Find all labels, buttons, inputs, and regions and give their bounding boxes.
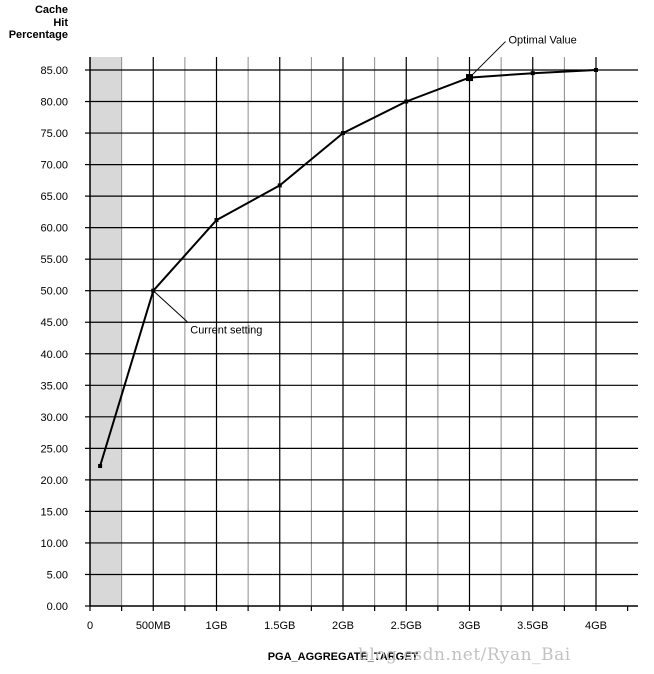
- x-tick-label: 3.5GB: [517, 620, 548, 632]
- x-tick-label: 2.5GB: [391, 620, 422, 632]
- y-tick-label: 55.00: [40, 254, 68, 266]
- annotations: Current setting Optimal Value: [152, 35, 577, 337]
- x-tick-label: 1.5GB: [264, 620, 295, 632]
- optimal-value-label: Optimal Value: [509, 35, 577, 47]
- data-point: [214, 218, 219, 223]
- y-tick-label: 50.00: [40, 286, 68, 298]
- y-tick-label: 15.00: [40, 506, 68, 518]
- x-axis-title: PGA_AGGREGATE_TARGET: [268, 651, 419, 663]
- x-tick-label: 0: [87, 620, 93, 632]
- optimal-value-leader: [469, 41, 506, 78]
- y-tick-label: 30.00: [40, 412, 68, 424]
- y-tick-label: 35.00: [40, 380, 68, 392]
- y-tick-label: 10.00: [40, 538, 68, 550]
- x-tick-label: 4GB: [585, 620, 607, 632]
- x-tick-label: 2GB: [332, 620, 354, 632]
- y-tick-label: 5.00: [47, 569, 68, 581]
- y-tick-label: 40.00: [40, 349, 68, 361]
- y-tick-label: 0.00: [47, 601, 68, 613]
- data-point: [98, 464, 103, 469]
- y-axis-title-line-1: Cache: [34, 4, 68, 16]
- series: [98, 68, 598, 469]
- x-tick-label: 500MB: [136, 620, 171, 632]
- y-tick-label: 80.00: [40, 97, 68, 109]
- series-line: [99, 69, 597, 467]
- y-tick-label: 70.00: [40, 160, 68, 172]
- current-setting-label: Current setting: [190, 325, 262, 337]
- y-tick-label: 65.00: [40, 191, 68, 203]
- data-point: [277, 183, 282, 188]
- data-point: [341, 131, 345, 136]
- axis-ticks: 0.00 5.00 10.00 15.00 20.00 25.00 30.00 35.00 40…: [40, 65, 629, 632]
- y-tick-label: 85.00: [40, 65, 68, 77]
- y-tick-label: 25.00: [40, 443, 68, 455]
- x-tick-label: 1GB: [205, 620, 227, 632]
- data-point: [594, 68, 598, 72]
- current-setting-leader: [152, 290, 188, 323]
- watermark: blog.csdn.net/Ryan_Bai: [358, 645, 571, 665]
- shaded-region: [90, 57, 122, 606]
- grid: [89, 57, 638, 607]
- x-tick-label: 3GB: [458, 620, 480, 632]
- y-axis-title-line-2: Hit: [53, 16, 68, 29]
- y-axis-title-line-3: Percentage: [8, 29, 68, 41]
- y-tick-label: 75.00: [40, 128, 68, 140]
- y-axis-title: Cache Hit Percentage: [2, 4, 68, 42]
- y-tick-label: 60.00: [40, 223, 68, 235]
- y-tick-label: 20.00: [40, 475, 68, 487]
- data-point: [530, 71, 535, 76]
- data-point: [404, 99, 409, 104]
- y-tick-label: 45.00: [40, 317, 68, 329]
